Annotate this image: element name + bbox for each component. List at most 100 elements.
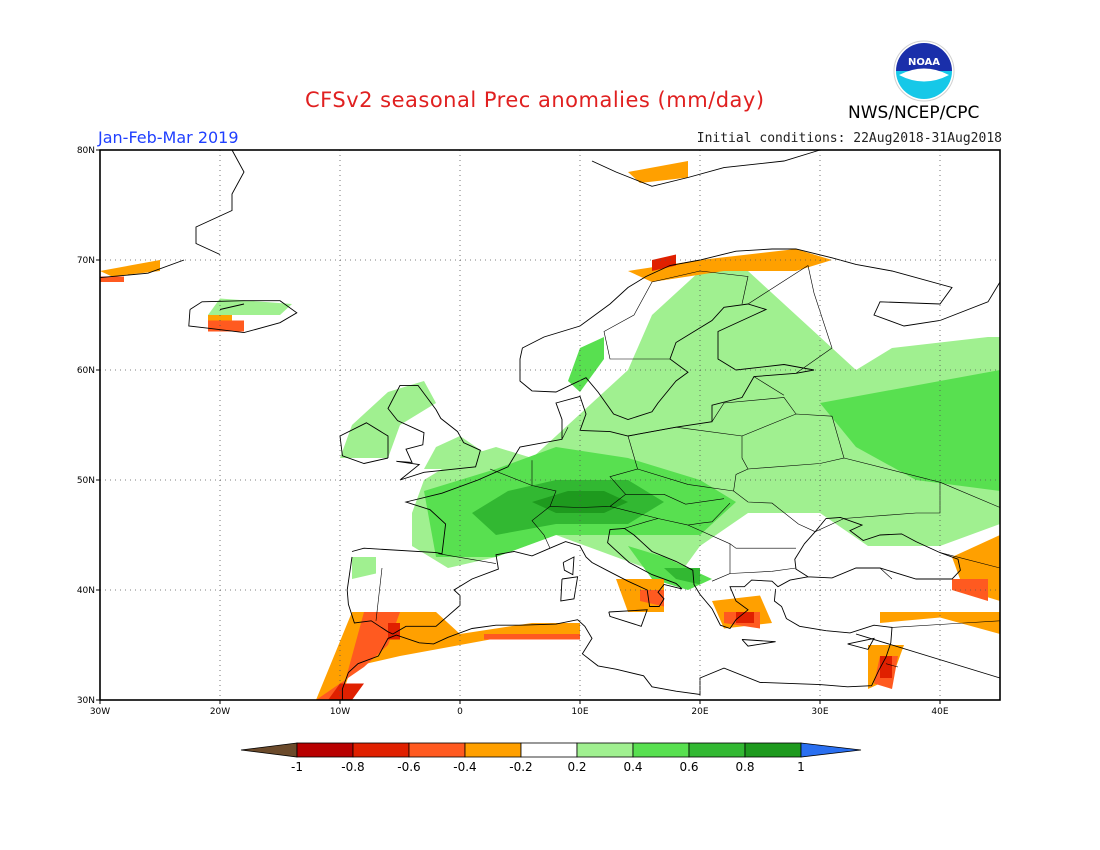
lat-label: 70N [77,256,95,266]
colorbar-label: -0.8 [341,760,364,774]
colorbar-segment [576,742,634,758]
colorbar-label: 0.2 [567,760,586,774]
colorbar-label: 1 [797,760,805,774]
coastline [387,384,481,481]
country-border [879,567,893,580]
anomaly-region [352,557,376,579]
colorbar-label: 0.4 [623,760,642,774]
country-border [711,543,731,582]
anomaly-region [664,568,700,585]
lat-lon-gridlines [100,150,1000,700]
longitude-labels: 30W 20W 10W 0 10E 20E 30E 40E [90,700,949,717]
initial-conditions: Initial conditions: 22Aug2018-31Aug2018 [696,131,1002,146]
anomaly-region [532,491,628,513]
country-border [815,512,917,532]
colorbar-segment [688,742,746,758]
lon-label: 30W [90,707,110,717]
colorbar-label: 0.8 [735,760,754,774]
anomaly-region [568,337,604,392]
lon-label: 30E [811,707,828,717]
latitude-labels: 30N 40N 50N 60N 70N 80N [77,146,100,706]
country-border [687,524,796,549]
colorbar-segment [520,742,578,758]
colorbar-segment [296,742,354,758]
anomaly-region [880,656,892,678]
coastline [847,637,875,650]
colorbar-label: 0.6 [679,760,698,774]
coastline [741,639,776,647]
coastline [591,149,821,187]
coastline [195,149,245,255]
coastline [99,259,185,279]
country-border [885,663,899,668]
coastlines [99,149,1001,700]
anomaly-region [100,276,124,282]
anomaly-region [208,320,244,332]
anomaly-region [424,436,484,469]
anomaly-region [820,370,1000,491]
lat-label: 40N [77,586,95,596]
country-border [753,376,785,396]
country-border [711,397,797,422]
anomaly-region [328,683,364,700]
country-border [657,502,731,526]
country-border [891,620,1001,628]
country-border [624,518,659,529]
country-border [747,265,809,305]
colorbar-label: -0.2 [509,760,532,774]
anomaly-region [484,634,580,640]
anomaly-region [736,612,754,623]
colorbar-label: -0.6 [397,760,420,774]
lon-label: 20E [691,707,708,717]
lon-label: 20W [210,707,230,717]
lon-label: 10E [571,707,588,717]
lat-label: 80N [77,146,95,156]
coastline [341,588,893,700]
colorbar-segment [352,742,410,758]
color-legend: -1 -0.8 -0.6 -0.4 -0.2 0.2 0.4 0.6 0.8 1 [240,742,862,774]
anomaly-region [316,612,400,700]
anomaly-region [652,254,676,271]
coastline [562,556,575,576]
lat-label: 30N [77,696,95,706]
anomaly-region [340,381,436,458]
anomaly-region [880,612,1000,634]
lon-label: 10W [330,707,350,717]
anomaly-region [208,298,292,315]
colorbar-extend-high [800,742,862,758]
country-border [561,427,569,440]
colorbar-label: -0.4 [453,760,476,774]
country-border [741,413,845,470]
coastline [351,248,1001,555]
logo-text: NOAA [908,57,940,68]
lat-label: 60N [77,366,95,376]
country-border [939,552,1001,569]
anomaly-region [628,161,688,183]
country-border [625,493,725,505]
country-border [939,481,1001,508]
country-border [795,265,833,374]
lat-label: 50N [77,476,95,486]
coastline [608,609,648,627]
coastline [188,300,298,334]
country-border [375,567,383,621]
anomaly-region [628,249,832,282]
country-border [609,506,659,519]
coastline [219,303,245,310]
lon-label: 40E [931,707,948,717]
colorbar-extend-low [240,742,298,758]
country-border [729,567,797,574]
colorbar-segment [744,742,802,758]
country-border [627,426,749,492]
map-frame [99,149,1001,701]
noaa-logo-icon: NOAA [893,40,955,102]
coastline [560,576,579,602]
forecast-period: Jan-Feb-Mar 2019 [98,128,239,147]
country-border [438,553,497,564]
colorbar-segment [632,742,690,758]
colorbar-segment [408,742,466,758]
agency-label: NWS/NCEP/CPC [848,103,980,123]
country-border [843,457,941,514]
anomaly-shading [100,161,1000,700]
map-title: CFSv2 seasonal Prec anomalies (mm/day) [305,88,765,112]
